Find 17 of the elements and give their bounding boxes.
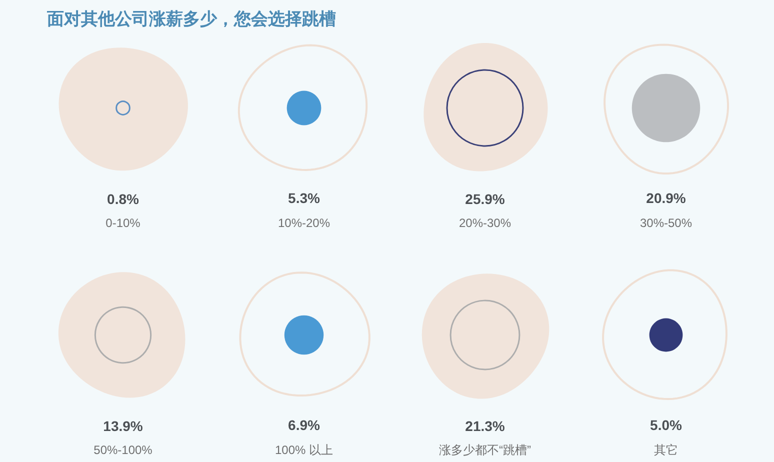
category-label: 其它 <box>654 443 678 457</box>
category-label: 10%-20% <box>278 216 330 230</box>
category-label: 50%-100% <box>94 443 153 457</box>
data-label: 0.8% <box>107 190 140 207</box>
data-label: 5.0% <box>650 417 682 433</box>
data-label: 6.9% <box>288 417 320 433</box>
data-label: 21.3% <box>465 418 506 434</box>
data-label: 25.9% <box>465 190 506 207</box>
category-label: 30%-50% <box>640 216 692 230</box>
category-label: 20%-30% <box>458 216 512 230</box>
category-label: 涨多少都不“跳槽” <box>439 443 531 457</box>
data-label: 5.3% <box>288 190 320 206</box>
data-label: 20.9% <box>646 190 686 206</box>
category-label: 100% 以上 <box>274 443 334 457</box>
category-label: 0-10% <box>106 216 141 230</box>
data-label: 13.9% <box>103 418 144 434</box>
text: 面对其他公司涨薪多少，您会选择跳槽 <box>46 10 336 30</box>
